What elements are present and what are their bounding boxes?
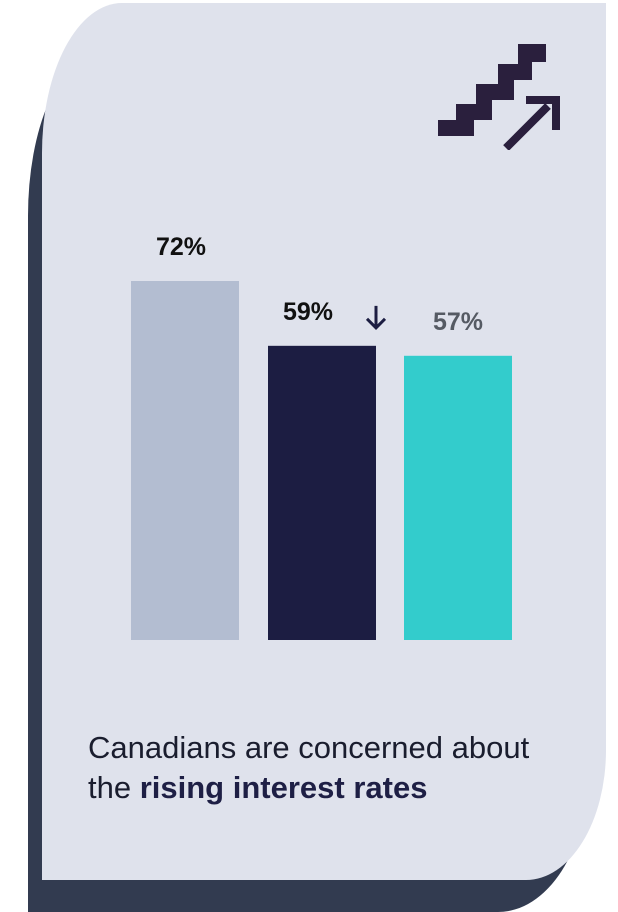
caption: Canadians are concerned about the rising… xyxy=(88,728,558,808)
bar-1 xyxy=(131,281,239,640)
trend-down-arrow-icon xyxy=(365,305,387,330)
bar-value-label-3: 57% xyxy=(432,307,484,336)
bar-value-label-1: 72% xyxy=(155,233,207,261)
bar-2 xyxy=(268,345,376,640)
stairs-up-arrow-icon xyxy=(436,40,566,151)
bar-value-label-2: 59% xyxy=(282,297,334,326)
caption-bold-text: rising interest rates xyxy=(139,770,428,805)
caption-text: Canadians are concerned about the xyxy=(88,730,530,805)
bar-3 xyxy=(404,355,512,640)
